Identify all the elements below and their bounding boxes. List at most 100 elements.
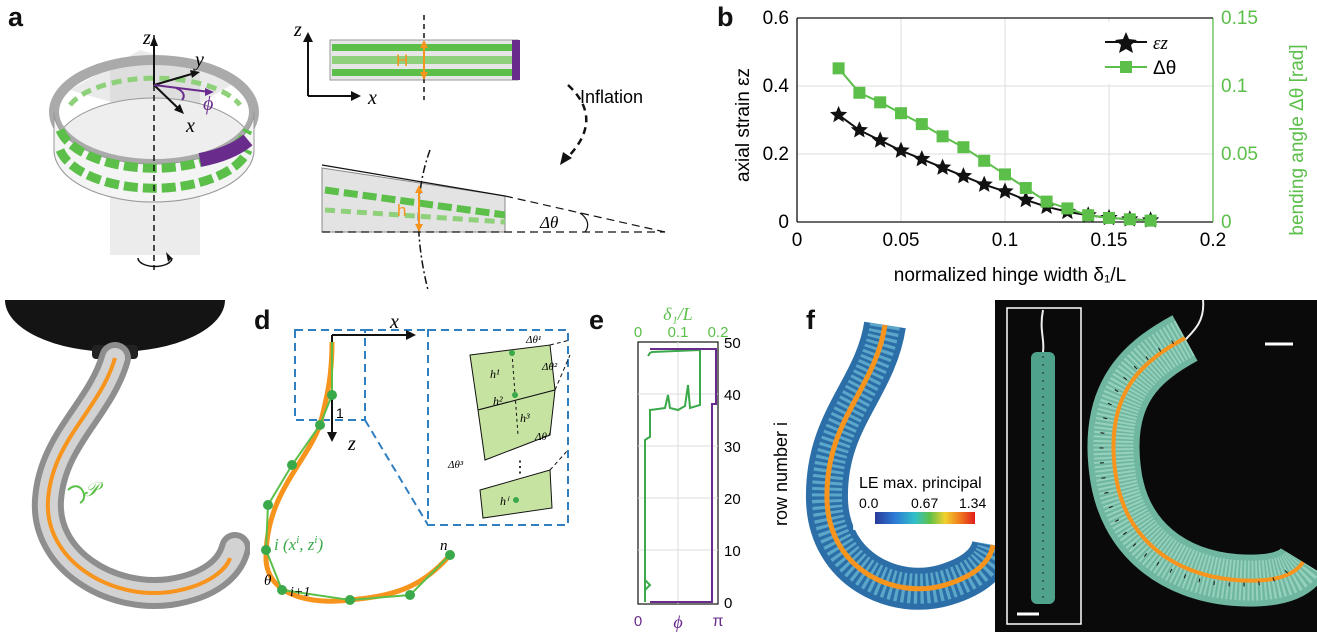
b-legend: εz Δθ bbox=[1102, 22, 1206, 84]
colorbar bbox=[875, 512, 975, 524]
e-right-tick-3: 30 bbox=[724, 439, 741, 456]
colorbar-tick-1: 0.67 bbox=[911, 495, 938, 511]
b-ytick-label-3: 0.6 bbox=[763, 8, 789, 29]
panel-label-b: b bbox=[717, 2, 734, 32]
b-square-marker-3 bbox=[895, 107, 907, 120]
e-green-line bbox=[644, 348, 701, 602]
fe-hook bbox=[805, 321, 995, 610]
panel-label-f: f bbox=[806, 305, 815, 335]
a-strip-axis-x: x bbox=[367, 87, 377, 109]
b-square-marker-7 bbox=[978, 154, 991, 167]
colorbar-tick-2: 1.34 bbox=[959, 495, 986, 511]
legend-series-2: Δθ bbox=[1153, 58, 1176, 79]
e-top-label: δ₁/L bbox=[663, 304, 693, 324]
path-curve bbox=[45, 357, 232, 595]
b-star-marker-2 bbox=[871, 131, 889, 148]
inflation-label: Inflation bbox=[580, 87, 643, 107]
inset-dthetai: Δθⁱ bbox=[534, 431, 551, 443]
discrete-path bbox=[263, 341, 452, 604]
b-series-line-1 bbox=[837, 67, 1151, 222]
legend-star-marker bbox=[1115, 32, 1137, 53]
legend-square-marker bbox=[1120, 61, 1132, 73]
b-star-marker-0 bbox=[830, 105, 848, 123]
b-star-marker-8 bbox=[996, 182, 1014, 199]
panel-f: LE max. principal 0.0 0.67 1.34 bbox=[805, 321, 995, 610]
b-square-marker-4 bbox=[915, 118, 928, 131]
d-node-i1: i+1 bbox=[290, 585, 310, 600]
b-y2tick-label-2: 0.1 bbox=[1221, 76, 1247, 97]
panel-label-d: d bbox=[254, 305, 271, 335]
e-purple-line bbox=[650, 348, 717, 603]
fe-path bbox=[824, 324, 995, 592]
a-wedge-h: h bbox=[397, 201, 406, 220]
wedge-illustration bbox=[321, 149, 666, 291]
inset-dtheta2: Δθ² bbox=[541, 361, 558, 373]
b-y2tick-label-0: 0 bbox=[1221, 212, 1232, 233]
b-ytick-label-2: 0.4 bbox=[763, 76, 790, 97]
b-ylabel: axial strain εz bbox=[733, 68, 754, 182]
panel-c: 𝒫 bbox=[0, 300, 250, 632]
inset-h1: h¹ bbox=[490, 367, 500, 381]
e-top-tick-2: 0.2 bbox=[708, 324, 729, 341]
b-square-marker-6 bbox=[957, 141, 970, 154]
b-ytick-label-1: 0.2 bbox=[763, 144, 789, 165]
e-right-label: row number i bbox=[771, 422, 791, 526]
legend-series-1: εz bbox=[1153, 33, 1168, 54]
e-bottom-tick-0: 0 bbox=[634, 613, 642, 630]
ring-3d-illustration bbox=[49, 35, 259, 270]
b-square-marker-0 bbox=[832, 62, 845, 75]
a-wedge-dtheta: Δθ bbox=[539, 213, 558, 232]
b-square-marker-10 bbox=[1040, 195, 1053, 208]
b-y2label: bending angle Δθ [rad] bbox=[1287, 44, 1308, 235]
e-right-tick-1: 10 bbox=[724, 543, 741, 560]
b-square-marker-9 bbox=[1019, 182, 1032, 194]
panel-label-a: a bbox=[8, 2, 24, 32]
b-xtick-label-3: 0.15 bbox=[1091, 230, 1128, 251]
b-series bbox=[830, 62, 1160, 228]
b-ticks: 0 0.05 0.1 0.15 0.200.20.40.600.050.10.15 bbox=[763, 8, 1258, 251]
inset-dtheta1: Δθ¹ bbox=[525, 334, 541, 346]
path-nodes bbox=[261, 390, 455, 605]
e-top-tick-1: 0.1 bbox=[668, 324, 689, 341]
b-square-marker-13 bbox=[1103, 211, 1115, 224]
b-star-marker-1 bbox=[850, 121, 868, 138]
e-top-tick-0: 0 bbox=[634, 324, 642, 341]
chart-b: 0 0.05 0.1 0.15 0.200.20.40.600.050.10.15 no… bbox=[733, 8, 1308, 286]
colorbar-title: LE max. principal bbox=[859, 475, 982, 492]
b-xtick-label-1: 0.05 bbox=[883, 230, 920, 251]
inset-dots: ⋮ bbox=[512, 459, 528, 476]
b-square-marker-2 bbox=[874, 96, 887, 109]
d-node-n: n bbox=[440, 538, 448, 554]
b-xtick-label-4: 0.2 bbox=[1200, 230, 1226, 251]
inset-h2: h² bbox=[493, 394, 503, 408]
a-axis-phi: ϕ bbox=[203, 93, 213, 115]
inset-frame bbox=[1006, 307, 1082, 625]
b-star-marker-3 bbox=[892, 141, 910, 158]
panel-label-e: e bbox=[589, 305, 605, 335]
e-bottom-tick-2: π bbox=[712, 613, 723, 630]
e-right-tick-0: 0 bbox=[724, 595, 732, 612]
panel-a: z y x ϕ z x H Inflation h Δθ bbox=[49, 15, 666, 291]
a-strip-axis-z: z bbox=[293, 19, 302, 41]
inflated-path bbox=[1111, 336, 1305, 583]
a-axis-x: x bbox=[185, 115, 195, 137]
d-node-i: i (xi, zi) bbox=[274, 534, 323, 554]
strip-illustration bbox=[303, 15, 520, 101]
b-y2tick-label-3: 0.15 bbox=[1221, 8, 1258, 29]
b-square-marker-15 bbox=[1144, 214, 1157, 227]
d-node-1: 1 bbox=[336, 405, 344, 421]
b-star-marker-5 bbox=[934, 158, 952, 175]
b-square-marker-12 bbox=[1082, 209, 1095, 222]
e-right-tick-5: 50 bbox=[724, 335, 741, 352]
b-xlabel: normalized hinge width δ₁/L bbox=[894, 265, 1126, 286]
e-right-tick-2: 20 bbox=[724, 491, 741, 508]
b-square-marker-5 bbox=[936, 130, 949, 143]
e-right-tick-4: 40 bbox=[724, 387, 741, 404]
b-square-marker-14 bbox=[1123, 213, 1136, 226]
fixture-ball bbox=[5, 300, 225, 352]
b-y2tick-label-1: 0.05 bbox=[1221, 144, 1258, 165]
b-square-marker-8 bbox=[999, 168, 1011, 181]
e-bottom-tick-1: ϕ bbox=[673, 612, 682, 632]
b-star-marker-6 bbox=[954, 167, 972, 184]
b-star-marker-7 bbox=[975, 175, 993, 192]
